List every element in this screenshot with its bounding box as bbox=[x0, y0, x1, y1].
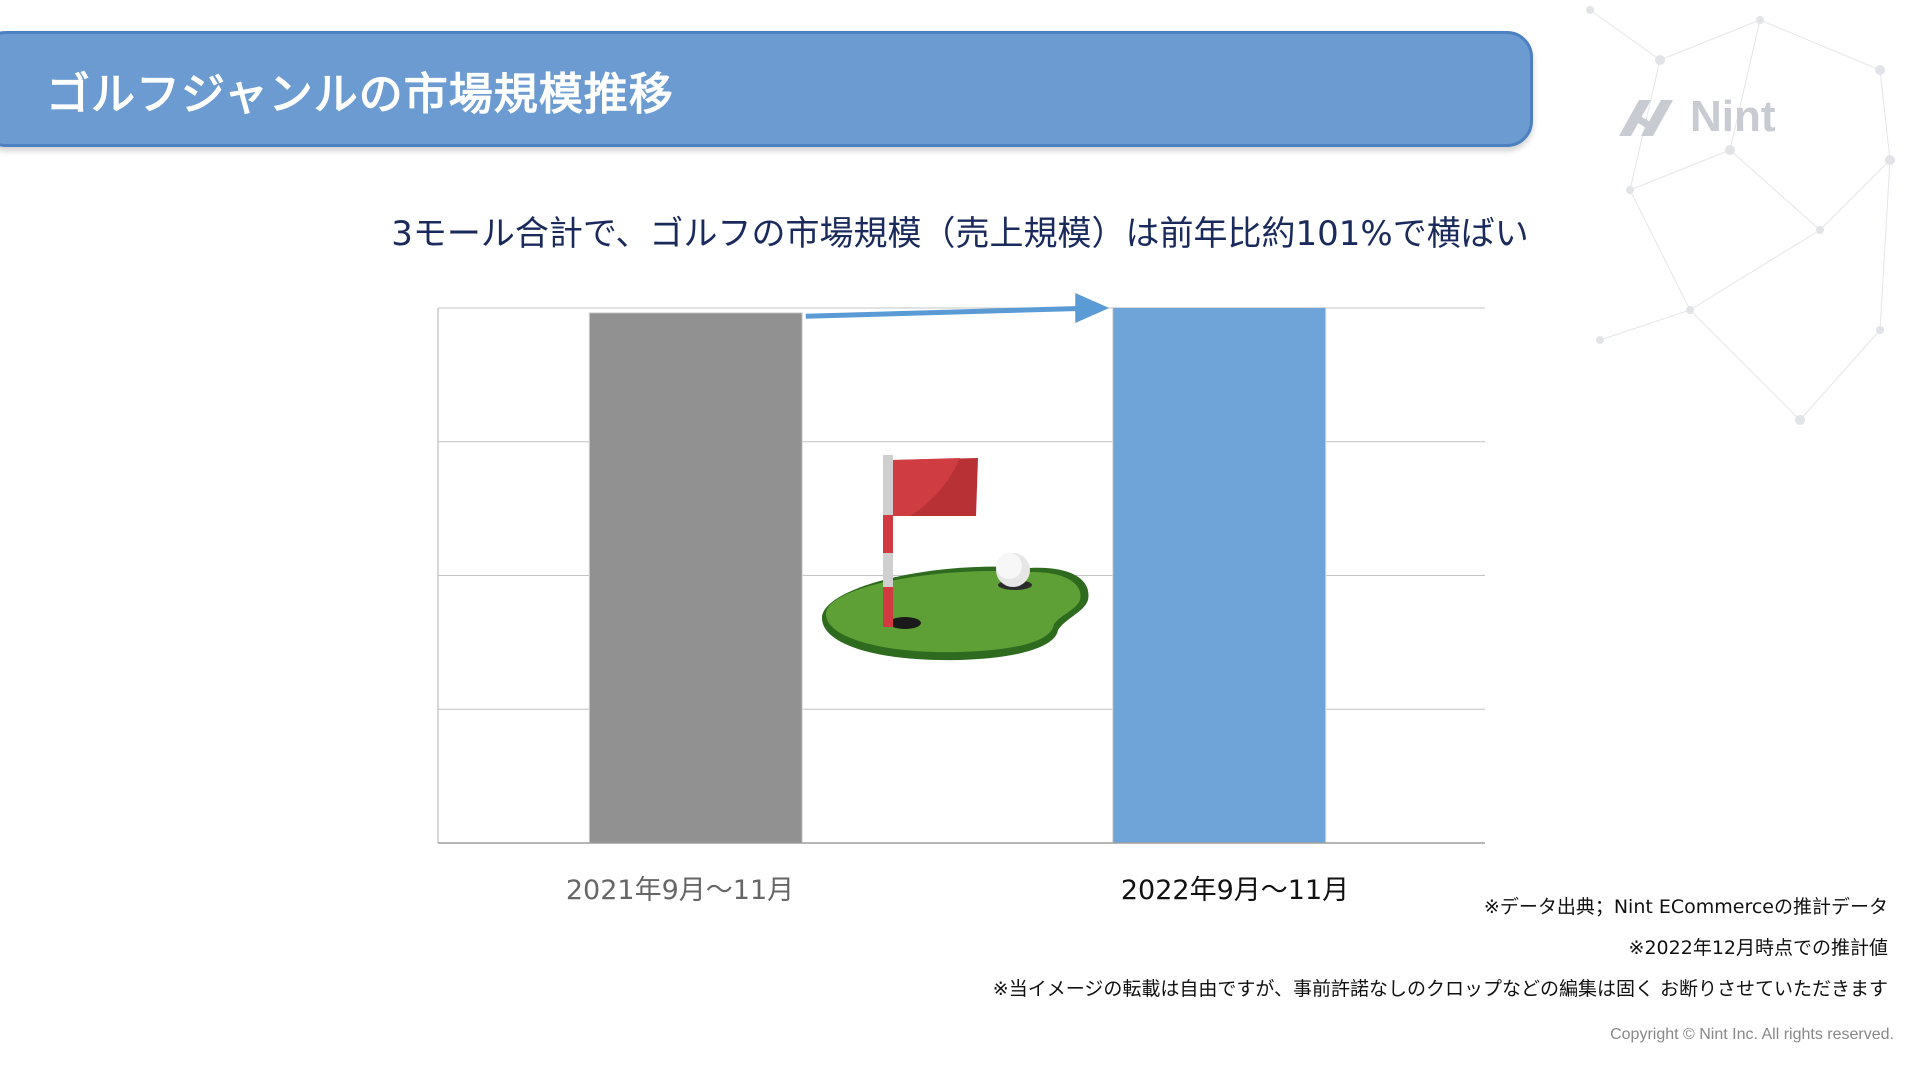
bars bbox=[588, 307, 1327, 844]
note-estimate-date: ※2022年12月時点での推計値 bbox=[1628, 937, 1888, 959]
logo-text: Nint bbox=[1690, 92, 1776, 141]
headline-text: 3モール合計で、ゴルフの市場規模（売上規模）は前年比約101%で横ばい bbox=[391, 214, 1529, 254]
copyright: Copyright © Nint Inc. All rights reserve… bbox=[1610, 1026, 1894, 1043]
x-tick-label-2022: 2022年9月〜11月 bbox=[1120, 875, 1350, 906]
x-tick-label-2021: 2021年9月〜11月 bbox=[565, 875, 795, 906]
note-reprint-policy: ※当イメージの転載は自由ですが、事前許諾なしのクロップなどの編集は固く お断りさ… bbox=[992, 978, 1888, 1000]
slide-title: ゴルフジャンルの市場規模推移 bbox=[46, 69, 674, 120]
bar-1 bbox=[1113, 308, 1326, 843]
golf-flag-icon bbox=[822, 455, 1089, 661]
note-data-source: ※データ出典；Nint ECommerceの推計データ bbox=[1483, 896, 1888, 918]
title-bar bbox=[0, 31, 1533, 147]
growth-arrow bbox=[805, 293, 1110, 323]
nint-logo-icon bbox=[1619, 100, 1673, 136]
headline: 3モール合計で、ゴルフの市場規模（売上規模）は前年比約101%で横ばい bbox=[0, 206, 1920, 255]
network-background-decoration bbox=[1586, 6, 1895, 425]
arrow-shaft bbox=[805, 306, 1080, 319]
arrow-head bbox=[1075, 293, 1110, 323]
bar-0 bbox=[589, 313, 802, 844]
